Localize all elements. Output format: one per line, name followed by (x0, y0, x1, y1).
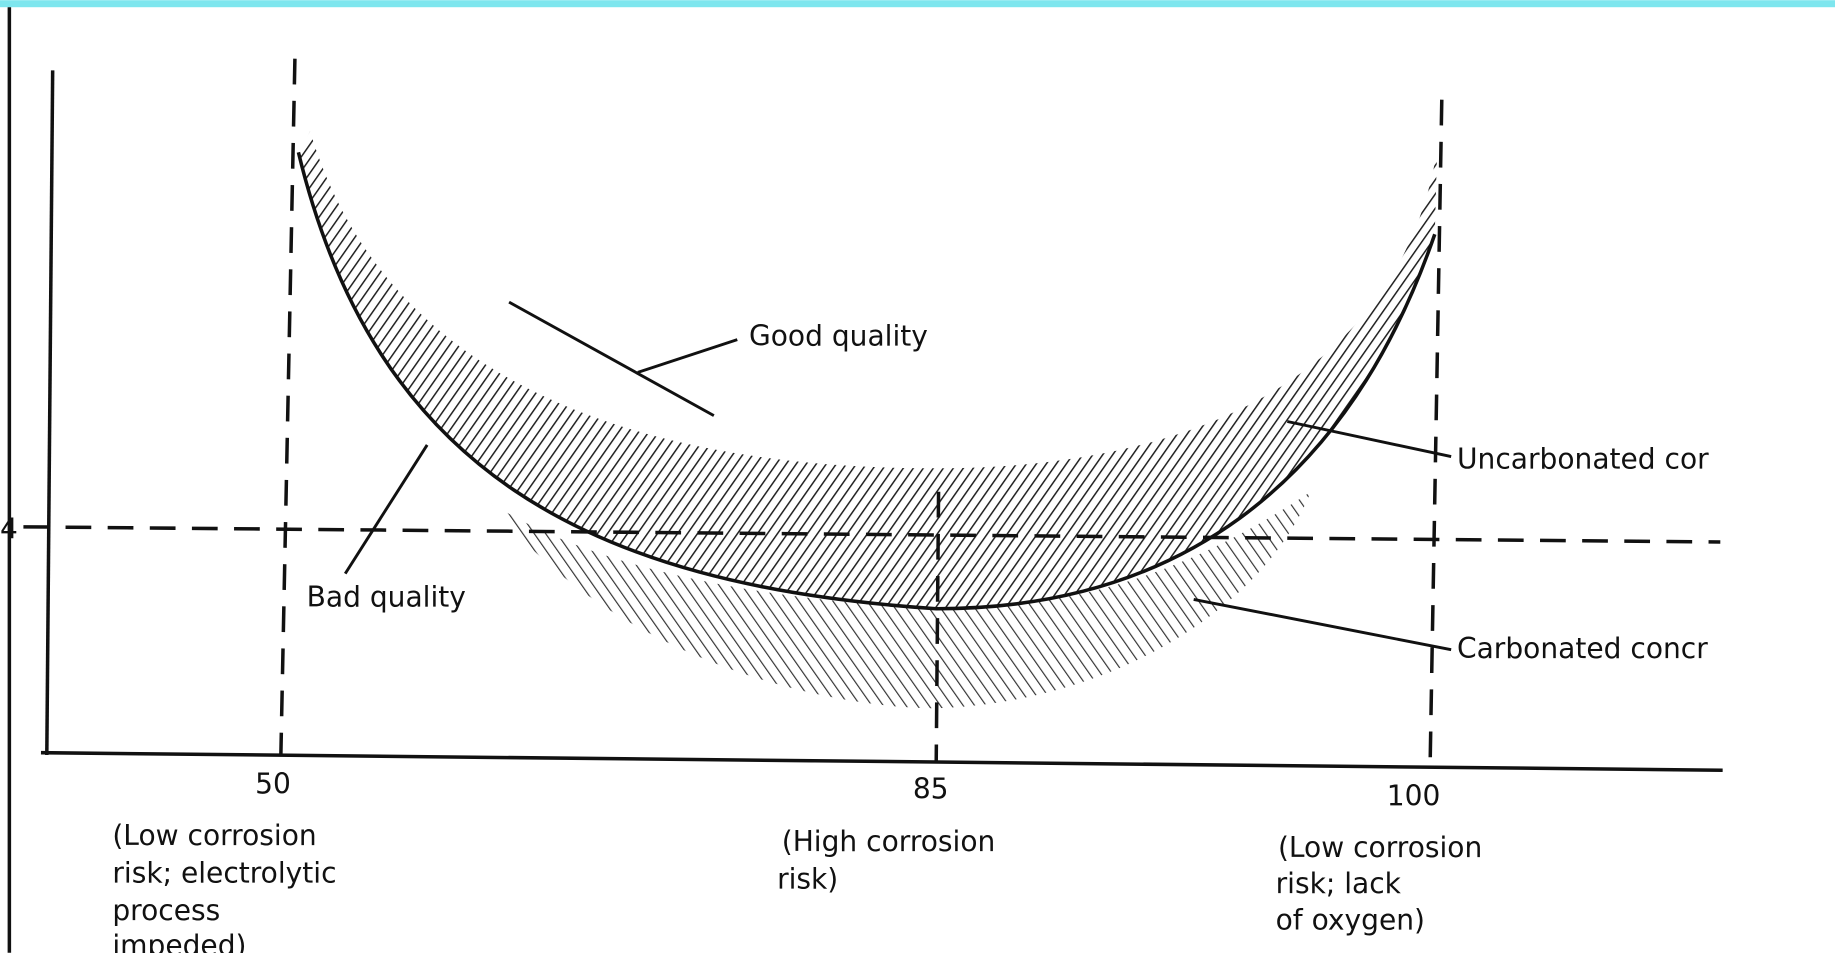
annotation: Good quality (749, 319, 928, 352)
dashed-50 (279, 58, 297, 756)
band-edge (296, 151, 1437, 611)
pointer (343, 444, 429, 575)
x-tick-label: 50 (255, 768, 291, 801)
x-tick-label: 85 (913, 772, 949, 805)
x-tick-caption: risk; lack (1276, 867, 1402, 900)
dashed-85 (934, 491, 941, 761)
y-marker: 4 (0, 513, 18, 546)
dashed-100 (1428, 99, 1444, 767)
x-axis (40, 750, 1723, 772)
annotation: Bad quality (307, 580, 466, 613)
x-tick-caption: (Low corrosion (112, 819, 316, 852)
x-tick-caption: risk; electrolytic (112, 857, 336, 890)
pointer (1287, 420, 1452, 459)
x-tick-caption: (Low corrosion (1278, 831, 1482, 864)
x-tick-caption: impeded) (112, 929, 246, 953)
x-tick-label: 100 (1387, 779, 1441, 812)
annotation: Carbonated concr (1457, 632, 1708, 665)
pointer (1193, 597, 1452, 652)
y-axis (45, 70, 55, 756)
x-tick-caption: process (112, 894, 220, 927)
carbonated-band (491, 491, 1311, 709)
pointer (508, 300, 715, 417)
dashed-horizontal (23, 525, 1721, 544)
top-bar (0, 0, 1835, 8)
annotation: Uncarbonated cor (1457, 442, 1709, 475)
x-tick-caption: risk) (777, 862, 838, 895)
x-tick-caption: (High corrosion (782, 825, 996, 858)
pointer (637, 338, 738, 374)
x-tick-caption: of oxygen) (1276, 903, 1425, 936)
uncarbonated-band (298, 131, 1438, 609)
